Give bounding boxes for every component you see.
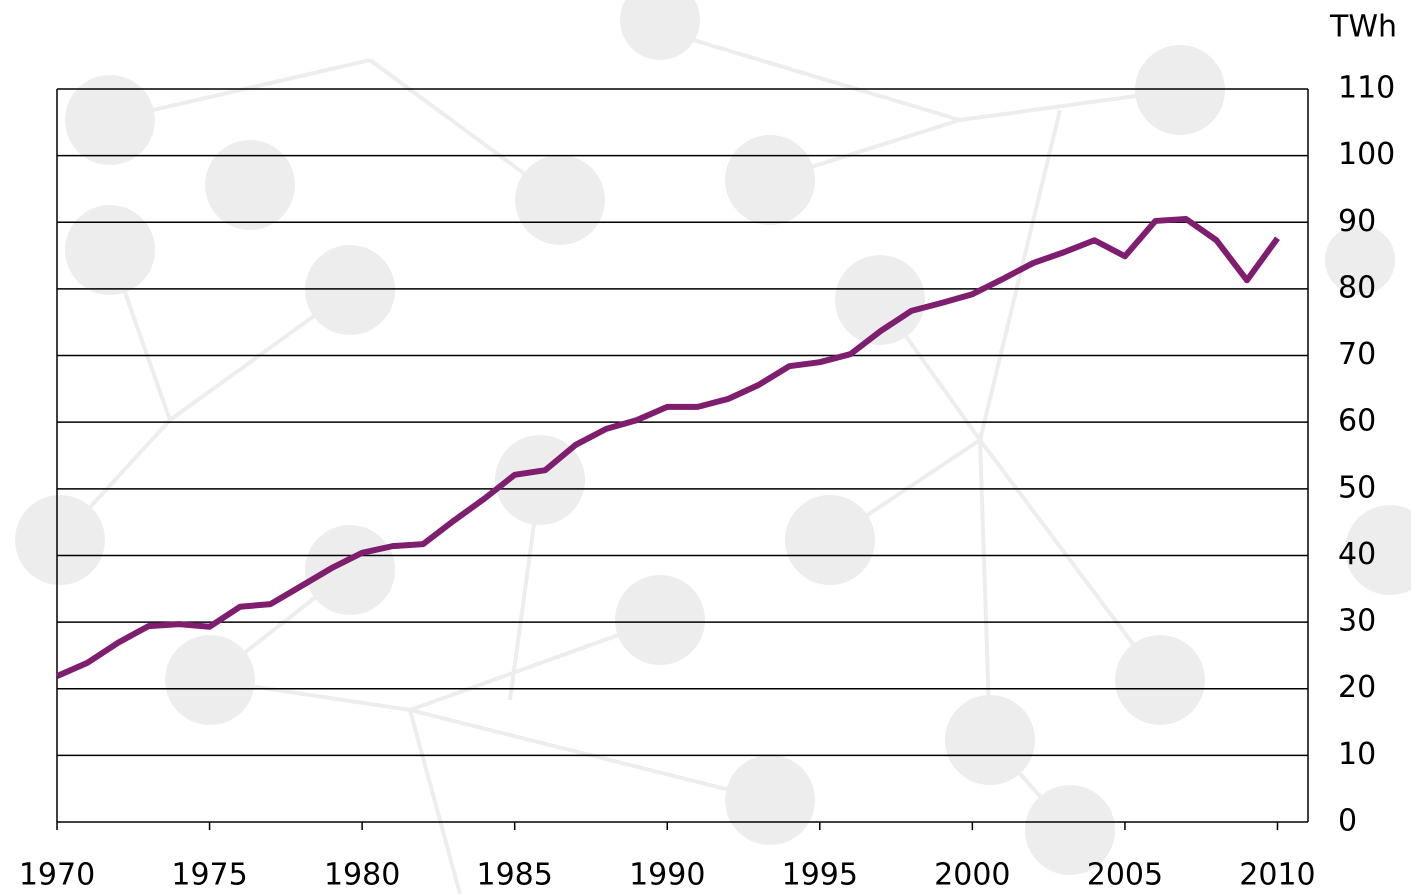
y-tick-label: 60	[1338, 404, 1376, 439]
y-tick-label: 10	[1338, 737, 1376, 772]
x-tick-label: 2005	[1087, 858, 1163, 893]
x-tick-label: 1985	[477, 858, 553, 893]
x-tick-label: 1970	[19, 858, 95, 893]
y-tick-label: 50	[1338, 470, 1376, 505]
y-tick-label: 80	[1338, 270, 1376, 305]
y-tick-label: 40	[1338, 537, 1376, 572]
background-decoration	[15, 0, 1411, 894]
x-tick-label: 2010	[1239, 858, 1315, 893]
y-axis-label: TWh	[1329, 10, 1397, 45]
data-line	[55, 215, 1280, 679]
y-tick-label: 0	[1338, 804, 1357, 839]
x-tick-label: 1980	[324, 858, 400, 893]
x-tick-label: 2000	[934, 858, 1010, 893]
y-tick-label: 100	[1338, 137, 1395, 172]
y-tick-label: 20	[1338, 670, 1376, 705]
x-tick-label: 1975	[171, 858, 247, 893]
y-tick-label: 110	[1338, 71, 1395, 106]
x-tick-label: 1990	[629, 858, 705, 893]
y-tick-label: 70	[1338, 337, 1376, 372]
y-tick-label: 90	[1338, 204, 1376, 239]
y-tick-label: 30	[1338, 604, 1376, 639]
x-tick-label: 1995	[782, 858, 858, 893]
